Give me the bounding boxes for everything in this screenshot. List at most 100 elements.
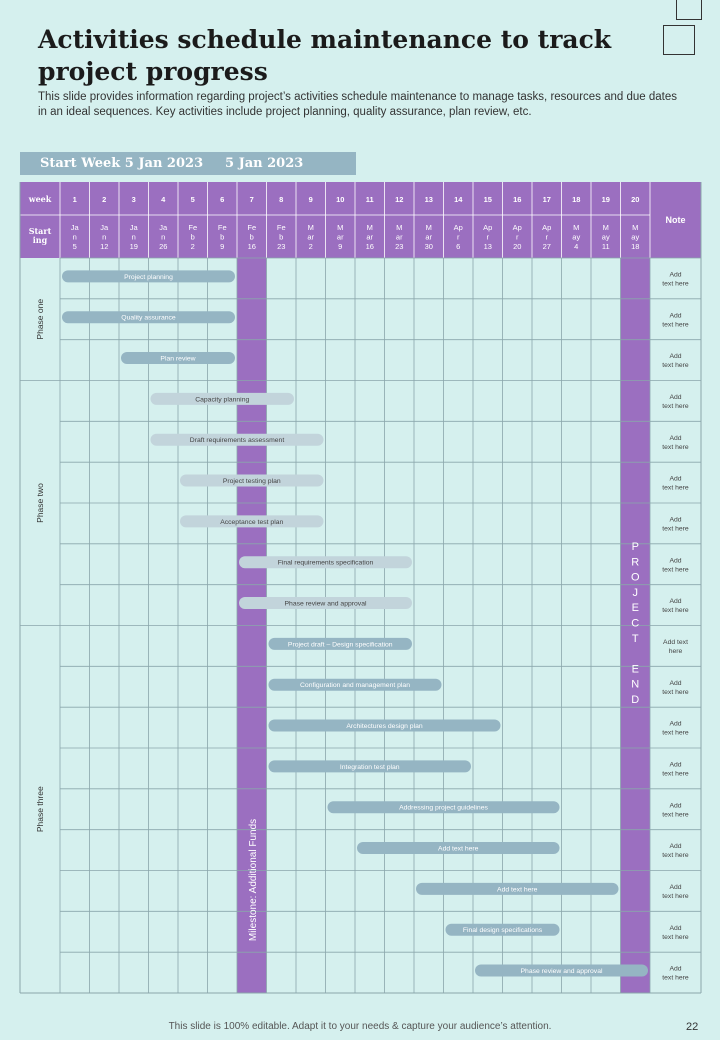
start-week-label: Start Week 5 Jan 2023	[40, 156, 204, 171]
task-label: Draft requirements assessment	[190, 437, 285, 444]
task-bar	[268, 678, 442, 691]
note-text: text here	[662, 280, 689, 287]
week-date: 2	[191, 242, 195, 251]
week-date: b	[220, 233, 224, 242]
task-label: Project draft – Design specification	[288, 641, 393, 648]
week-date: Ap	[454, 223, 463, 232]
note-text: text here	[662, 689, 689, 696]
note-text: Add	[669, 557, 681, 564]
week-date: 6	[456, 242, 460, 251]
start-week-banner: Start Week 5 Jan 2023 5 Jan 2023	[20, 152, 356, 175]
task-label: Architectures design plan	[346, 723, 423, 730]
week-date: M	[573, 223, 579, 232]
week-date: 16	[366, 242, 374, 251]
week-date: r	[487, 233, 490, 242]
week-date: n	[73, 233, 77, 242]
week-date: n	[102, 233, 106, 242]
week-date: Ap	[513, 223, 522, 232]
week-date: 30	[425, 242, 433, 251]
note-text: text here	[662, 730, 689, 737]
week-number: 10	[336, 195, 344, 204]
week-date: 20	[513, 242, 521, 251]
week-number: 2	[102, 195, 106, 204]
task-bar	[150, 433, 324, 446]
week-number: 3	[132, 195, 136, 204]
note-text: Add	[669, 843, 681, 850]
task-label: Addressing project guidelines	[399, 805, 488, 812]
header-background	[20, 182, 701, 258]
project-end-letter: D	[631, 694, 639, 706]
week-number: 15	[484, 195, 492, 204]
task-bar	[445, 923, 560, 936]
week-date: b	[250, 233, 254, 242]
week-date: ar	[396, 233, 403, 242]
note-text: Add	[669, 435, 681, 442]
task-bar	[62, 311, 235, 324]
note-text: text here	[662, 566, 689, 573]
task-bar	[357, 842, 560, 855]
task-label: Add text here	[438, 846, 479, 853]
week-number: 13	[425, 195, 433, 204]
phase-label: Phase one	[35, 299, 45, 340]
note-text: Add	[669, 312, 681, 319]
task-bar	[268, 760, 471, 773]
week-date: 2	[309, 242, 313, 251]
task-bar	[62, 270, 235, 283]
milestone-label: Milestone: Additional Funds	[248, 819, 259, 941]
week-number: 5	[191, 195, 195, 204]
note-text: text here	[662, 444, 689, 451]
gantt-chart: weekStartingNote1Jan52Jan123Jan194Jan265…	[19, 182, 702, 994]
week-date: 16	[248, 242, 256, 251]
task-label: Add text here	[497, 886, 538, 893]
week-number: 9	[309, 195, 313, 204]
note-text: Add	[669, 721, 681, 728]
week-date: Fe	[277, 223, 286, 232]
week-number: 1	[73, 195, 77, 204]
week-date: ar	[425, 233, 432, 242]
week-date: 23	[395, 242, 403, 251]
task-label: Configuration and management plan	[300, 682, 410, 689]
week-date: Ap	[542, 223, 551, 232]
note-text: Add	[669, 353, 681, 360]
task-bar	[180, 515, 324, 528]
note-text: text here	[662, 362, 689, 369]
task-bar	[327, 801, 560, 814]
week-date: ar	[366, 233, 373, 242]
corner-decoration-bottom	[663, 25, 695, 55]
week-date: 13	[484, 242, 492, 251]
note-text: text here	[662, 975, 689, 982]
project-end-letter: P	[632, 541, 639, 553]
note-text: text here	[662, 852, 689, 859]
task-label: Phase review and approval	[521, 968, 603, 975]
week-date: M	[603, 223, 609, 232]
project-end-letter: C	[631, 618, 639, 630]
task-label: Final design specifications	[463, 927, 543, 934]
page-subtitle: This slide provides information regardin…	[38, 91, 678, 118]
header-week-label: week	[28, 194, 52, 204]
week-date: 11	[602, 242, 610, 251]
note-text: Add	[669, 516, 681, 523]
note-text: text here	[662, 893, 689, 900]
project-end-letter: O	[631, 572, 640, 584]
project-end-letter: T	[632, 633, 639, 645]
task-bar	[239, 597, 412, 610]
week-date: M	[308, 223, 314, 232]
task-label: Acceptance test plan	[220, 519, 283, 526]
project-end-letter: J	[633, 587, 639, 599]
task-label: Project testing plan	[223, 478, 281, 485]
page-number: 22	[686, 1021, 699, 1033]
week-date: 26	[159, 242, 167, 251]
week-date: b	[279, 233, 283, 242]
note-text: here	[669, 648, 683, 655]
week-date: ar	[337, 233, 344, 242]
week-date: n	[161, 233, 165, 242]
week-date: ay	[572, 233, 580, 242]
task-label: Final requirements specification	[278, 560, 374, 567]
week-number: 20	[631, 195, 639, 204]
week-date: ay	[631, 233, 639, 242]
task-bar	[239, 556, 412, 569]
task-bar	[268, 637, 412, 650]
week-date: Fe	[247, 223, 256, 232]
week-number: 7	[250, 195, 254, 204]
page-title: Activities schedule maintenance to track…	[38, 25, 612, 86]
